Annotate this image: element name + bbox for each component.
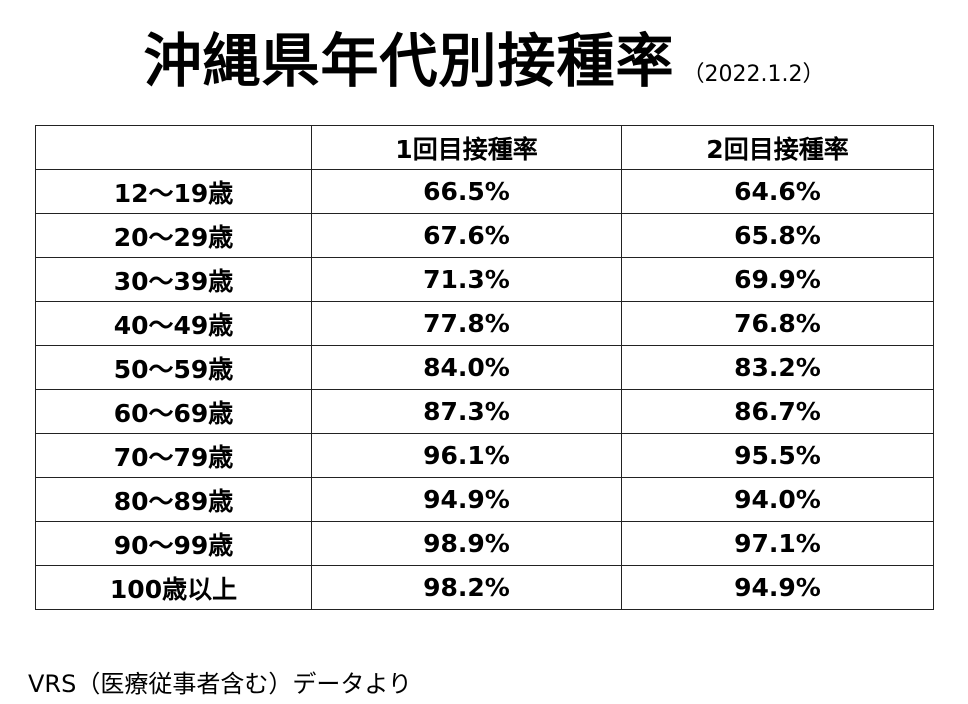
dose1-cell: 98.9% xyxy=(311,521,622,566)
table-row: 80～89歳 94.9% 94.0% xyxy=(35,477,934,522)
header-empty xyxy=(35,125,312,170)
header-dose2: 2回目接種率 xyxy=(621,125,934,170)
age-cell: 40～49歳 xyxy=(35,301,312,346)
dose1-cell: 77.8% xyxy=(311,301,622,346)
dose2-cell: 94.0% xyxy=(621,477,934,522)
title-date: （2022.1.2） xyxy=(682,62,825,87)
dose2-cell: 86.7% xyxy=(621,389,934,434)
table-row: 60～69歳 87.3% 86.7% xyxy=(35,389,934,434)
dose1-cell: 66.5% xyxy=(311,169,622,214)
header-dose1: 1回目接種率 xyxy=(311,125,622,170)
dose1-cell: 67.6% xyxy=(311,213,622,258)
table-row: 70～79歳 96.1% 95.5% xyxy=(35,433,934,478)
table-header-row: 1回目接種率 2回目接種率 xyxy=(35,125,934,170)
dose1-cell: 87.3% xyxy=(311,389,622,434)
table-row: 90～99歳 98.9% 97.1% xyxy=(35,521,934,566)
dose1-cell: 98.2% xyxy=(311,565,622,610)
dose1-cell: 96.1% xyxy=(311,433,622,478)
dose1-cell: 94.9% xyxy=(311,477,622,522)
age-cell: 90～99歳 xyxy=(35,521,312,566)
table-row: 50～59歳 84.0% 83.2% xyxy=(35,345,934,390)
age-cell: 50～59歳 xyxy=(35,345,312,390)
age-cell: 80～89歳 xyxy=(35,477,312,522)
dose2-cell: 83.2% xyxy=(621,345,934,390)
table-row: 20～29歳 67.6% 65.8% xyxy=(35,213,934,258)
age-cell: 30～39歳 xyxy=(35,257,312,302)
age-cell: 12～19歳 xyxy=(35,169,312,214)
table-row: 40～49歳 77.8% 76.8% xyxy=(35,301,934,346)
dose2-cell: 94.9% xyxy=(621,565,934,610)
source-footnote: VRS（医療従事者含む）データより xyxy=(28,670,412,698)
dose1-cell: 84.0% xyxy=(311,345,622,390)
page-title-row: 沖縄県年代別接種率 （2022.1.2） xyxy=(0,14,968,95)
dose2-cell: 97.1% xyxy=(621,521,934,566)
dose2-cell: 95.5% xyxy=(621,433,934,478)
dose1-cell: 71.3% xyxy=(311,257,622,302)
table-row: 100歳以上 98.2% 94.9% xyxy=(35,565,934,610)
table-row: 12～19歳 66.5% 64.6% xyxy=(35,169,934,214)
table-row: 30～39歳 71.3% 69.9% xyxy=(35,257,934,302)
age-cell: 20～29歳 xyxy=(35,213,312,258)
page-title: 沖縄県年代別接種率 xyxy=(143,27,675,95)
age-cell: 100歳以上 xyxy=(35,565,312,610)
dose2-cell: 64.6% xyxy=(621,169,934,214)
dose2-cell: 65.8% xyxy=(621,213,934,258)
dose2-cell: 69.9% xyxy=(621,257,934,302)
age-cell: 70～79歳 xyxy=(35,433,312,478)
vaccination-rate-table: 1回目接種率 2回目接種率 12～19歳 66.5% 64.6% 20～29歳 … xyxy=(35,125,934,610)
age-cell: 60～69歳 xyxy=(35,389,312,434)
dose2-cell: 76.8% xyxy=(621,301,934,346)
